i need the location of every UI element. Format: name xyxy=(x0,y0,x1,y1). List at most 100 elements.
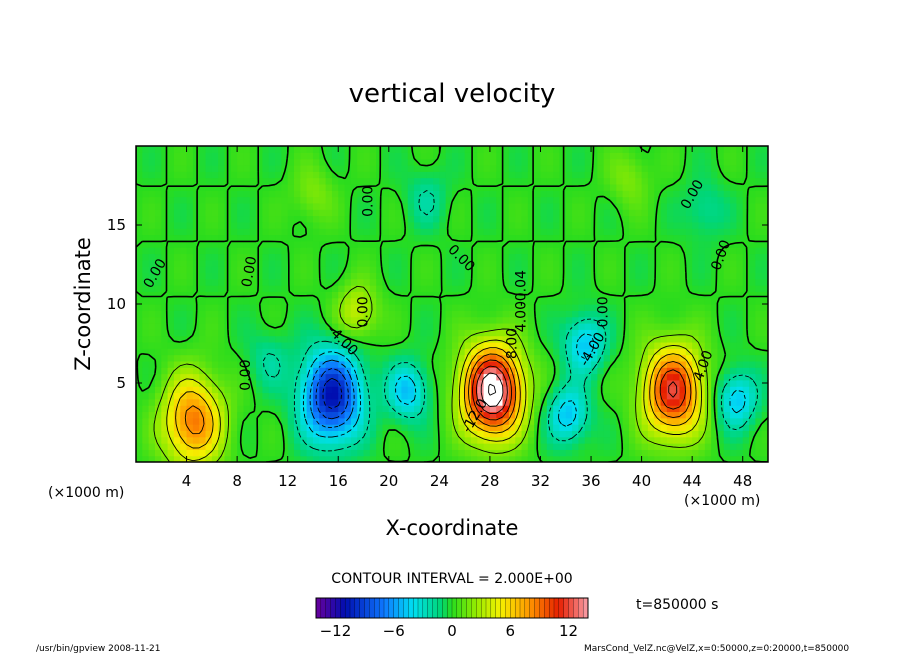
heatmap-cell xyxy=(641,455,649,462)
heatmap-cell xyxy=(527,360,535,368)
heatmap-cell xyxy=(211,285,219,292)
heatmap-cell xyxy=(325,158,333,166)
heatmap-cell xyxy=(489,158,497,166)
heatmap-cell xyxy=(161,221,169,229)
heatmap-cell xyxy=(294,158,301,166)
heatmap-cell xyxy=(344,266,352,273)
heatmap-cell xyxy=(628,436,636,444)
heatmap-cell xyxy=(344,234,352,242)
heatmap-cell xyxy=(534,234,542,242)
heatmap-cell xyxy=(736,436,744,444)
heatmap-cell xyxy=(407,392,415,400)
heatmap-cell xyxy=(470,171,478,179)
heatmap-cell xyxy=(186,341,194,349)
heatmap-cell xyxy=(363,177,371,185)
heatmap-cell xyxy=(395,202,403,210)
heatmap-cell xyxy=(584,215,592,223)
heatmap-cell xyxy=(420,158,428,166)
heatmap-cell xyxy=(521,310,529,318)
heatmap-cell xyxy=(230,171,238,179)
heatmap-cell xyxy=(711,367,719,375)
heatmap-cell xyxy=(730,322,737,330)
heatmap-cell xyxy=(755,373,763,381)
heatmap-cell xyxy=(173,335,181,343)
heatmap-cell xyxy=(591,183,598,191)
heatmap-cell xyxy=(161,234,169,242)
heatmap-cell xyxy=(622,329,630,337)
heatmap-cell xyxy=(180,411,188,419)
heatmap-cell xyxy=(237,228,245,236)
heatmap-cell xyxy=(692,146,700,153)
heatmap-cell xyxy=(395,240,403,248)
heatmap-cell xyxy=(692,341,700,349)
heatmap-cell xyxy=(685,158,693,166)
heatmap-cell xyxy=(458,417,466,425)
heatmap-cell xyxy=(692,215,700,223)
heatmap-cell xyxy=(578,455,586,462)
heatmap-cell xyxy=(527,430,535,438)
heatmap-cell xyxy=(344,190,352,198)
heatmap-cell xyxy=(584,424,592,431)
heatmap-cell xyxy=(180,316,188,324)
heatmap-cell xyxy=(186,348,194,356)
heatmap-cell xyxy=(186,215,194,223)
heatmap-cell xyxy=(205,291,213,299)
heatmap-cell xyxy=(553,259,561,267)
heatmap-cell xyxy=(692,329,700,337)
heatmap-cell xyxy=(628,272,636,280)
heatmap-cell xyxy=(300,253,308,261)
heatmap-cell xyxy=(388,455,396,462)
heatmap-cell xyxy=(211,322,219,330)
heatmap-cell xyxy=(294,316,301,324)
heatmap-cell xyxy=(755,398,763,406)
heatmap-cell xyxy=(553,411,561,419)
heatmap-cell xyxy=(452,146,459,153)
heatmap-cell xyxy=(515,215,523,223)
heatmap-cell xyxy=(331,304,339,311)
heatmap-cell xyxy=(148,335,156,343)
heatmap-cell xyxy=(433,417,440,425)
heatmap-cell xyxy=(610,152,617,160)
heatmap-cell xyxy=(692,360,700,368)
heatmap-cell xyxy=(243,449,251,457)
heatmap-cell xyxy=(761,386,768,394)
heatmap-cell xyxy=(173,367,181,375)
heatmap-cell xyxy=(483,316,491,324)
heatmap-cell xyxy=(230,360,238,368)
heatmap-cell xyxy=(306,278,314,286)
heatmap-cell xyxy=(610,341,617,349)
heatmap-cell xyxy=(414,398,421,406)
heatmap-cell xyxy=(635,430,643,438)
heatmap-cell xyxy=(433,158,440,166)
heatmap-cell xyxy=(597,398,605,406)
heatmap-cell xyxy=(477,424,485,431)
heatmap-cell xyxy=(173,430,181,438)
heatmap-cell xyxy=(635,272,643,280)
heatmap-cell xyxy=(755,392,763,400)
heatmap-cell xyxy=(736,348,744,356)
heatmap-cell xyxy=(591,348,598,356)
heatmap-cell xyxy=(357,240,365,248)
heatmap-cell xyxy=(464,183,472,191)
heatmap-cell xyxy=(534,291,542,299)
heatmap-cell xyxy=(660,158,668,166)
heatmap-cell xyxy=(312,278,320,286)
heatmap-cell xyxy=(249,209,257,217)
heatmap-cell xyxy=(262,455,270,462)
heatmap-cell xyxy=(515,196,523,204)
heatmap-cell xyxy=(186,367,194,375)
heatmap-cell xyxy=(319,398,327,406)
heatmap-cell xyxy=(357,285,365,292)
heatmap-cell xyxy=(584,177,592,185)
heatmap-cell xyxy=(382,253,390,261)
heatmap-cell xyxy=(603,285,611,292)
heatmap-cell xyxy=(673,348,681,356)
heatmap-cell xyxy=(249,291,257,299)
heatmap-cell xyxy=(173,253,181,261)
heatmap-cell xyxy=(483,152,491,160)
heatmap-cell xyxy=(578,443,586,450)
heatmap-cell xyxy=(622,259,630,267)
heatmap-cell xyxy=(660,405,668,413)
heatmap-cell xyxy=(382,152,390,160)
heatmap-cell xyxy=(433,354,440,362)
